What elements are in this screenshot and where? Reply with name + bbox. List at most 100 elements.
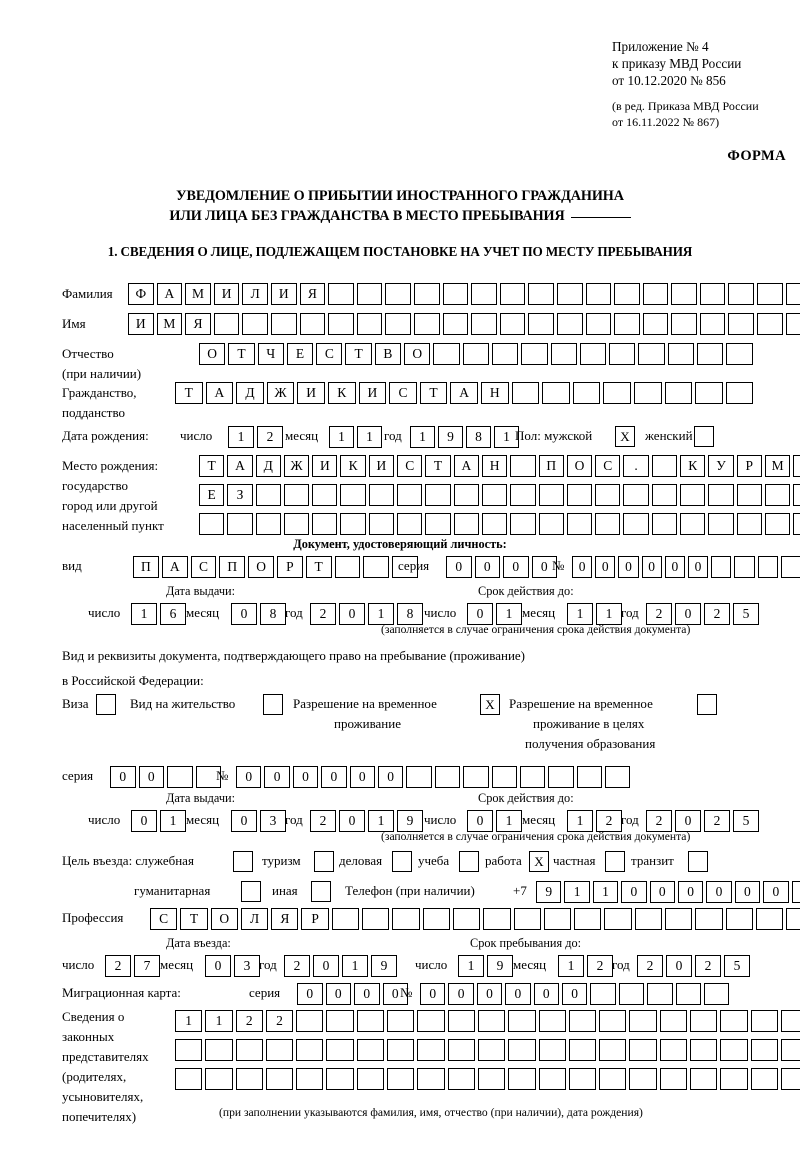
- cell[interactable]: 1: [368, 603, 394, 625]
- cell[interactable]: [397, 513, 423, 535]
- cell[interactable]: [417, 1010, 445, 1032]
- cell[interactable]: 0: [503, 556, 529, 578]
- cell[interactable]: М: [764, 455, 791, 477]
- cell[interactable]: 1: [558, 955, 584, 977]
- cell[interactable]: [519, 766, 546, 788]
- cell[interactable]: [671, 283, 697, 305]
- cell[interactable]: 0: [448, 983, 474, 1005]
- cell[interactable]: [665, 908, 693, 930]
- cell[interactable]: [477, 1039, 506, 1061]
- cell[interactable]: [340, 484, 366, 506]
- cell[interactable]: [595, 513, 621, 535]
- cell[interactable]: [576, 766, 603, 788]
- cell[interactable]: 0: [339, 810, 365, 832]
- cell[interactable]: [757, 313, 783, 335]
- cell[interactable]: [447, 1039, 475, 1061]
- cell[interactable]: 0: [467, 810, 493, 832]
- cell[interactable]: 9: [536, 881, 562, 903]
- cell[interactable]: [595, 484, 621, 506]
- cell[interactable]: 0: [734, 881, 761, 903]
- cell[interactable]: 0: [382, 983, 408, 1005]
- cell[interactable]: 0: [377, 766, 404, 788]
- cell[interactable]: [235, 1039, 263, 1061]
- cell[interactable]: [699, 283, 726, 305]
- cell[interactable]: О: [404, 343, 431, 365]
- cell[interactable]: [356, 1039, 385, 1061]
- cell[interactable]: 1: [458, 955, 484, 977]
- sex-female-checkbox[interactable]: [694, 426, 714, 447]
- cell[interactable]: [780, 1010, 800, 1032]
- cell[interactable]: [521, 343, 548, 365]
- cell[interactable]: З: [227, 484, 253, 506]
- cell[interactable]: [235, 1068, 263, 1090]
- cell[interactable]: [213, 313, 240, 335]
- cell[interactable]: [481, 513, 508, 535]
- cell[interactable]: [633, 382, 662, 404]
- cell[interactable]: 1: [596, 603, 622, 625]
- cell[interactable]: [491, 766, 517, 788]
- cell[interactable]: [510, 484, 536, 506]
- cell[interactable]: [599, 1039, 627, 1061]
- residence-permit-checkbox[interactable]: [263, 694, 283, 715]
- cell[interactable]: [283, 484, 310, 506]
- cell[interactable]: 1: [496, 603, 522, 625]
- cell[interactable]: [568, 1010, 597, 1032]
- cell[interactable]: 3: [260, 810, 286, 832]
- cell[interactable]: [368, 484, 395, 506]
- cell[interactable]: [538, 1068, 566, 1090]
- cell[interactable]: [780, 556, 800, 578]
- cell[interactable]: 1: [496, 810, 522, 832]
- cell[interactable]: [299, 313, 326, 335]
- cell[interactable]: [538, 1039, 566, 1061]
- cell[interactable]: [680, 513, 706, 535]
- cell[interactable]: 2: [235, 1010, 263, 1032]
- cell[interactable]: [543, 908, 572, 930]
- cell[interactable]: А: [450, 382, 478, 404]
- cell[interactable]: [757, 556, 778, 578]
- cell[interactable]: [312, 484, 338, 506]
- cell[interactable]: [477, 1068, 506, 1090]
- cell[interactable]: [340, 513, 366, 535]
- cell[interactable]: [793, 484, 800, 506]
- cell[interactable]: 1: [564, 881, 590, 903]
- cell[interactable]: И: [358, 382, 387, 404]
- cell[interactable]: [695, 908, 723, 930]
- cell[interactable]: [296, 1039, 324, 1061]
- cell[interactable]: 0: [505, 983, 531, 1005]
- cell[interactable]: 1: [175, 1010, 203, 1032]
- cell[interactable]: [609, 343, 636, 365]
- cell[interactable]: М: [185, 283, 211, 305]
- cell[interactable]: [296, 1068, 324, 1090]
- cell[interactable]: 0: [467, 603, 493, 625]
- cell[interactable]: Р: [301, 908, 329, 930]
- cell[interactable]: А: [227, 455, 253, 477]
- cell[interactable]: [462, 343, 489, 365]
- cell[interactable]: [711, 556, 732, 578]
- cell[interactable]: [442, 313, 469, 335]
- cell[interactable]: [326, 1039, 354, 1061]
- cell[interactable]: [434, 766, 461, 788]
- cell[interactable]: В: [374, 343, 402, 365]
- cell[interactable]: [734, 556, 755, 578]
- cell[interactable]: [356, 1068, 385, 1090]
- cell[interactable]: [387, 1010, 415, 1032]
- cell[interactable]: [422, 908, 450, 930]
- cell[interactable]: [764, 513, 791, 535]
- cell[interactable]: 0: [420, 983, 446, 1005]
- cell[interactable]: О: [566, 455, 593, 477]
- purpose-humanitarian-checkbox[interactable]: [241, 881, 261, 902]
- cell[interactable]: [387, 1068, 415, 1090]
- cell[interactable]: [675, 983, 701, 1005]
- cell[interactable]: Ж: [283, 455, 310, 477]
- cell[interactable]: [572, 382, 601, 404]
- cell[interactable]: [579, 343, 607, 365]
- cell[interactable]: 0: [474, 556, 500, 578]
- cell[interactable]: 0: [325, 983, 351, 1005]
- cell[interactable]: 9: [397, 810, 423, 832]
